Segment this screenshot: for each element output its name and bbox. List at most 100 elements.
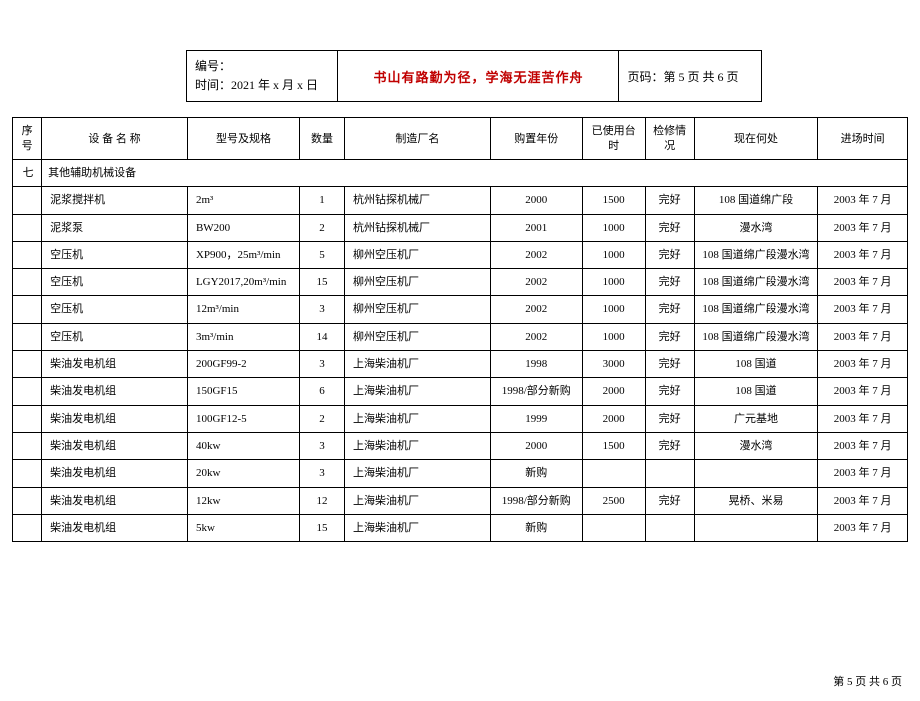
document-header: 编号： 时间：2021 年 x 月 x 日 书山有路勤为径，学海无涯苦作舟 页码… [186, 50, 762, 102]
table-cell: 完好 [645, 378, 694, 405]
table-cell: 6 [300, 378, 345, 405]
table-row: 空压机3m³/min14柳州空压机厂20021000完好108 国道绵广段漫水湾… [13, 323, 908, 350]
table-cell [694, 460, 817, 487]
table-cell: 15 [300, 514, 345, 541]
equipment-table: 序号设 备 名 称型号及规格数量制造厂名购置年份已使用台 时检修情况现在何处进场… [12, 117, 908, 542]
table-cell: 108 国道绵广段 [694, 187, 817, 214]
table-cell: 1998 [490, 351, 582, 378]
table-cell: 柴油发电机组 [42, 487, 188, 514]
table-cell: 完好 [645, 405, 694, 432]
table-cell: 杭州钻探机械厂 [344, 187, 490, 214]
table-cell: 柴油发电机组 [42, 378, 188, 405]
table-cell: 14 [300, 323, 345, 350]
table-cell: 柴油发电机组 [42, 405, 188, 432]
table-cell: 2002 [490, 241, 582, 268]
table-cell: 上海柴油机厂 [344, 351, 490, 378]
table-cell: 广元基地 [694, 405, 817, 432]
section-num: 七 [13, 159, 42, 186]
col-header: 已使用台 时 [582, 118, 645, 160]
table-cell: 1500 [582, 432, 645, 459]
table-cell: 泥浆泵 [42, 214, 188, 241]
table-cell: 完好 [645, 323, 694, 350]
table-cell: 完好 [645, 241, 694, 268]
table-cell: 上海柴油机厂 [344, 487, 490, 514]
table-cell: 2003 年 7 月 [818, 432, 908, 459]
table-cell: 完好 [645, 269, 694, 296]
table-cell: 2003 年 7 月 [818, 187, 908, 214]
table-cell: 1500 [582, 187, 645, 214]
col-header: 现在何处 [694, 118, 817, 160]
table-cell [13, 296, 42, 323]
table-cell: 5 [300, 241, 345, 268]
col-header: 数量 [300, 118, 345, 160]
header-motto: 书山有路勤为径，学海无涯苦作舟 [338, 51, 619, 101]
table-row: 柴油发电机组150GF156上海柴油机厂1998/部分新购2000完好108 国… [13, 378, 908, 405]
table-cell: 2002 [490, 269, 582, 296]
table-cell [13, 487, 42, 514]
table-row: 柴油发电机组40kw3上海柴油机厂20001500完好漫水湾2003 年 7 月 [13, 432, 908, 459]
table-cell: 上海柴油机厂 [344, 432, 490, 459]
table-cell: 108 国道 [694, 351, 817, 378]
table-cell: 2000 [490, 432, 582, 459]
table-row: 泥浆搅拌机2m³1杭州钻探机械厂20001500完好108 国道绵广段2003 … [13, 187, 908, 214]
table-cell: 漫水湾 [694, 432, 817, 459]
table-body: 七其他辅助机械设备泥浆搅拌机2m³1杭州钻探机械厂20001500完好108 国… [13, 159, 908, 541]
table-cell [582, 460, 645, 487]
col-header: 购置年份 [490, 118, 582, 160]
table-cell: 2003 年 7 月 [818, 460, 908, 487]
table-cell: 完好 [645, 432, 694, 459]
table-cell [13, 214, 42, 241]
table-cell: 2m³ [187, 187, 299, 214]
table-cell: 2003 年 7 月 [818, 405, 908, 432]
table-cell: 2001 [490, 214, 582, 241]
table-cell: 上海柴油机厂 [344, 378, 490, 405]
table-cell: 1000 [582, 296, 645, 323]
table-cell [13, 187, 42, 214]
table-cell: 空压机 [42, 323, 188, 350]
table-cell [13, 405, 42, 432]
table-row: 柴油发电机组5kw15上海柴油机厂新购2003 年 7 月 [13, 514, 908, 541]
table-cell: 3 [300, 351, 345, 378]
table-cell: 2 [300, 214, 345, 241]
table-cell [645, 514, 694, 541]
table-cell: 108 国道绵广段漫水湾 [694, 241, 817, 268]
page-footer: 第 5 页 共 6 页 [833, 673, 902, 689]
table-cell: 2000 [582, 405, 645, 432]
table-row: 空压机12m³/min3柳州空压机厂20021000完好108 国道绵广段漫水湾… [13, 296, 908, 323]
table-cell: 150GF15 [187, 378, 299, 405]
table-cell: 5kw [187, 514, 299, 541]
col-header: 序号 [13, 118, 42, 160]
table-cell: 3 [300, 460, 345, 487]
table-cell: 柳州空压机厂 [344, 241, 490, 268]
table-row: 空压机XP900，25m³/min5柳州空压机厂20021000完好108 国道… [13, 241, 908, 268]
table-cell: 柳州空压机厂 [344, 296, 490, 323]
table-cell [13, 351, 42, 378]
table-cell: 完好 [645, 351, 694, 378]
table-cell: 柴油发电机组 [42, 432, 188, 459]
header-page: 页码：第 5 页 共 6 页 [619, 51, 761, 101]
table-cell: 漫水湾 [694, 214, 817, 241]
table-cell: 40kw [187, 432, 299, 459]
col-header: 进场时间 [818, 118, 908, 160]
table-cell [13, 241, 42, 268]
table-cell [645, 460, 694, 487]
table-cell: 1999 [490, 405, 582, 432]
table-cell: 完好 [645, 487, 694, 514]
table-cell: 20kw [187, 460, 299, 487]
table-cell: 2003 年 7 月 [818, 514, 908, 541]
table-header-row: 序号设 备 名 称型号及规格数量制造厂名购置年份已使用台 时检修情况现在何处进场… [13, 118, 908, 160]
table-cell: 3000 [582, 351, 645, 378]
table-cell: 100GF12-5 [187, 405, 299, 432]
table-cell: BW200 [187, 214, 299, 241]
table-cell: 12kw [187, 487, 299, 514]
table-cell: 晃桥、米易 [694, 487, 817, 514]
table-cell: LGY2017,20m³/min [187, 269, 299, 296]
table-cell: 完好 [645, 296, 694, 323]
table-row: 柴油发电机组12kw12上海柴油机厂1998/部分新购2500完好晃桥、米易20… [13, 487, 908, 514]
table-cell: 2003 年 7 月 [818, 351, 908, 378]
table-cell: 2002 [490, 296, 582, 323]
section-row: 七其他辅助机械设备 [13, 159, 908, 186]
table-cell: 杭州钻探机械厂 [344, 214, 490, 241]
table-cell: 柴油发电机组 [42, 514, 188, 541]
table-cell [13, 323, 42, 350]
